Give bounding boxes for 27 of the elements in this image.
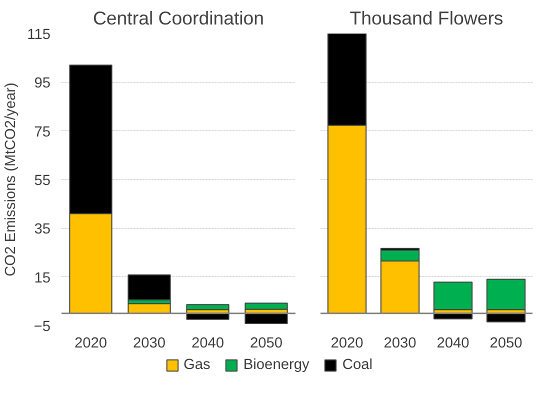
x-tick-label: 2050 — [250, 336, 283, 352]
x-tick-label: 2040 — [436, 336, 470, 352]
bar — [244, 302, 288, 310]
x-tick-label: 2040 — [191, 336, 224, 352]
y-tick-label: 95 — [34, 76, 51, 92]
bar — [128, 274, 171, 300]
chart-title: Thousand Flowers — [350, 8, 504, 28]
x-tick-label: 2020 — [330, 336, 364, 352]
legend-label: Coal — [342, 357, 373, 373]
chart-title: Central Coordination — [92, 8, 264, 28]
bar — [244, 312, 288, 324]
y-tick-label: 35 — [34, 222, 51, 238]
y-tick-label: 115 — [27, 27, 51, 43]
y-axis-title: CO2 Emissions (MtCO2/year) — [3, 82, 20, 276]
x-tick-label: 2030 — [132, 336, 166, 352]
y-tick-label: −5 — [34, 319, 51, 335]
x-tick-label: 2020 — [74, 336, 108, 352]
x-tick-label: 2050 — [490, 336, 522, 352]
y-tick-label: 55 — [34, 173, 51, 189]
bar — [186, 304, 230, 310]
bar — [486, 278, 526, 310]
x-tick-label: 2030 — [384, 336, 416, 352]
y-tick-label: 75 — [34, 124, 51, 140]
legend-label: Gas — [183, 357, 210, 373]
y-tick-label: 15 — [34, 270, 51, 286]
legend-label: Bioenergy — [243, 357, 310, 373]
bar — [433, 282, 473, 310]
